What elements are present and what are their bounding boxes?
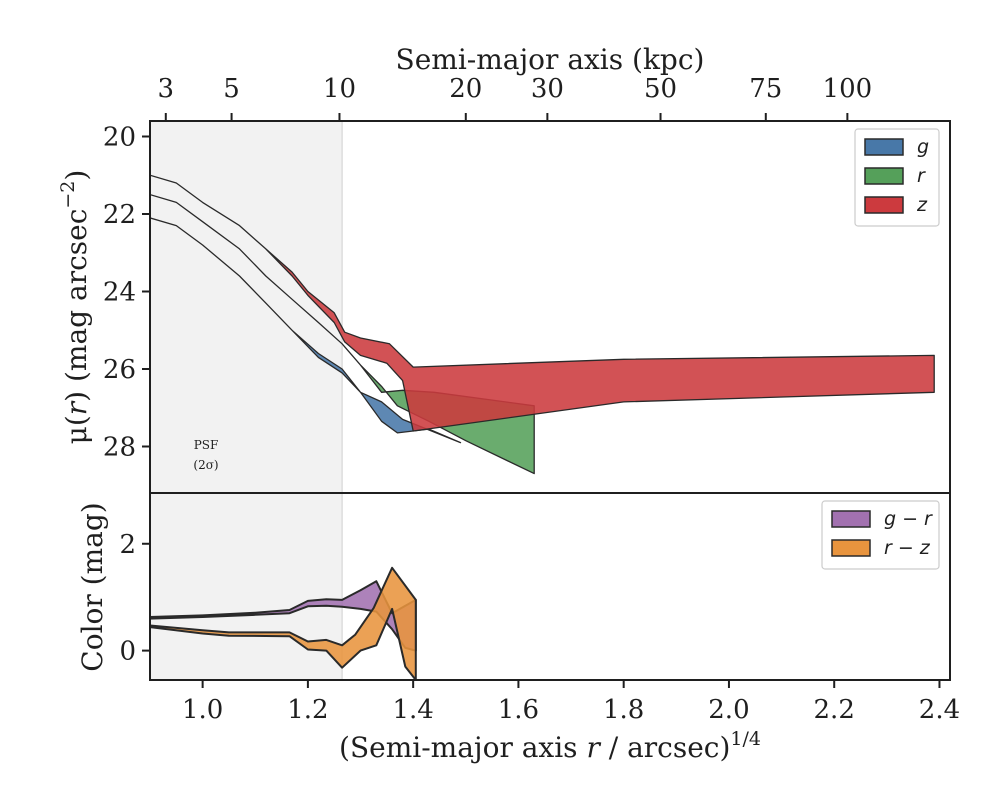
top-axis-tick-label: 20 [449,74,482,104]
x-label-var: r [586,731,601,764]
psf-shaded-region-bottom [150,493,343,680]
bottom-x-tick-label: 1.6 [498,695,539,725]
surface-brightness-panel: 20 22 24 26 28 3 5 10 20 30 50 75 100 PSF (2σ) Semi… [57,43,951,494]
legend-label-z: z [916,194,928,216]
x-label-tail: / arcsec) [600,731,731,764]
top-axis-tick-label: 30 [531,74,564,104]
top-y-tick-label: 28 [103,433,136,463]
bottom-y-tick-label: 2 [119,530,136,560]
legend-swatch-r [864,167,904,185]
psf-label-line1: PSF [194,438,219,452]
bottom-x-tick-label: 1.0 [182,695,223,725]
top-axis-label: Semi-major axis (kpc) [396,43,705,76]
psf-shaded-region [150,121,343,493]
bottom-x-tick-label: 2.2 [814,695,855,725]
bottom-x-axis-label: (Semi-major axis r / arcsec)1/4 [339,728,761,764]
top-y-tick-label: 20 [103,123,136,153]
top-axis-tick-label: 10 [323,74,356,104]
x-label-main: (Semi-major axis [339,731,586,764]
top-y-label-var: r [60,400,93,415]
bottom-x-tick-label: 1.2 [287,695,328,725]
bottom-x-tick-label: 1.4 [392,695,433,725]
bottom-x-tick-label: 1.8 [603,695,644,725]
top-axis-tick-label: 50 [644,74,677,104]
bottom-panel-frame [149,492,951,681]
legend-swatch-g [864,138,904,156]
bottom-legend: g − r r − z [821,500,940,570]
top-y-label-close: ) [60,170,93,181]
top-axis-tick-label: 75 [749,74,782,104]
legend-label-g: g [917,136,929,158]
top-legend: grz [854,128,940,227]
psf-label-line2: (2σ) [193,458,218,472]
legend-label-r-z: r − z [884,537,931,559]
x-label-sup: 1/4 [730,728,761,750]
top-y-label-pre: μ( [60,415,93,444]
legend-swatch-r-z [831,539,871,557]
bottom-x-tick-label: 2.0 [708,695,749,725]
top-y-tick-label: 24 [103,278,136,308]
top-y-label-sup: −2 [57,181,79,209]
bottom-y-tick-label: 0 [119,637,136,667]
legend-swatch-z [864,196,904,214]
top-axis-tick-label: 5 [223,74,240,104]
top-axis-tick-label: 3 [158,74,175,104]
bottom-x-tick-label: 2.4 [919,695,960,725]
top-axis-tick-label: 100 [823,74,873,104]
top-y-tick-label: 22 [103,200,136,230]
legend-swatch-g-r [831,510,871,528]
legend-label-r: r [917,165,926,187]
legend-label-g-r: g − r [884,508,933,530]
color-panel: 02 1.0 1.2 1.4 1.6 1.8 2.0 2.2 2.4 Color (mag) … [76,492,960,764]
top-y-tick-label: 26 [103,355,136,385]
color-band-r-z [150,566,417,680]
mu-band-z [150,174,935,432]
mu-band-g [150,217,462,444]
top-y-label-post: ) (mag arcsec [60,209,93,402]
bottom-y-axis-label: Color (mag) [76,502,109,671]
top-y-axis-label: μ(r) (mag arcsec−2) [57,170,93,445]
